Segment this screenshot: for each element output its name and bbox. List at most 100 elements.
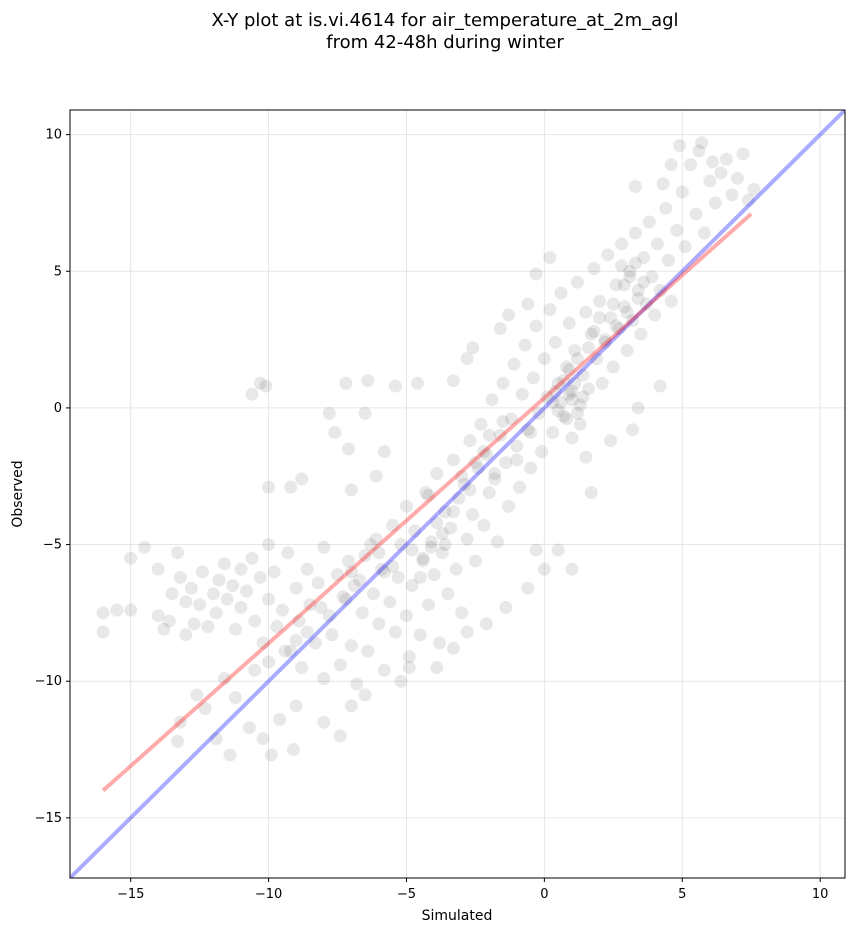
- data-point: [262, 538, 276, 552]
- data-point: [256, 732, 270, 746]
- data-point: [369, 469, 383, 483]
- data-point: [598, 333, 612, 347]
- data-point: [551, 376, 565, 390]
- data-point: [342, 554, 356, 568]
- data-point: [300, 562, 314, 576]
- data-point: [493, 428, 507, 442]
- data-point: [171, 734, 185, 748]
- data-point: [259, 379, 273, 393]
- data-point: [289, 581, 303, 595]
- data-point: [606, 297, 620, 311]
- data-point: [446, 374, 460, 388]
- x-tick-label: −10: [255, 887, 282, 902]
- data-point: [524, 426, 538, 440]
- data-point: [502, 499, 516, 513]
- data-point: [446, 505, 460, 519]
- data-point: [289, 699, 303, 713]
- data-point: [405, 579, 419, 593]
- data-point: [548, 335, 562, 349]
- data-point: [675, 185, 689, 199]
- data-point: [488, 472, 502, 486]
- data-point: [427, 568, 441, 582]
- x-axis: −15 −10 −5 0 5 10: [117, 878, 828, 902]
- data-point: [565, 562, 579, 576]
- data-point: [262, 592, 276, 606]
- data-point: [590, 352, 604, 366]
- data-point: [466, 341, 480, 355]
- data-point: [562, 363, 576, 377]
- data-point: [587, 262, 601, 276]
- data-point: [446, 453, 460, 467]
- data-point: [479, 447, 493, 461]
- data-point: [554, 395, 568, 409]
- data-point: [477, 518, 491, 532]
- plot-frame: [69, 109, 846, 879]
- data-point: [499, 456, 513, 470]
- data-point: [317, 715, 331, 729]
- data-point: [388, 379, 402, 393]
- data-point: [262, 655, 276, 669]
- data-point: [568, 344, 582, 358]
- data-point: [537, 352, 551, 366]
- data-point: [245, 551, 259, 565]
- data-point: [626, 313, 640, 327]
- data-point: [460, 625, 474, 639]
- data-point: [339, 592, 353, 606]
- data-point: [339, 376, 353, 390]
- data-point: [446, 641, 460, 655]
- data-point: [570, 406, 584, 420]
- data-point: [557, 409, 571, 423]
- data-point: [314, 600, 328, 614]
- data-point: [521, 423, 535, 437]
- data-point: [358, 406, 372, 420]
- data-point: [537, 562, 551, 576]
- data-point: [386, 518, 400, 532]
- data-point: [496, 376, 510, 390]
- data-point: [386, 559, 400, 573]
- data-point: [565, 393, 579, 407]
- data-point: [411, 376, 425, 390]
- data-point: [593, 294, 607, 308]
- x-tick-label: −15: [117, 887, 144, 902]
- data-point: [617, 278, 631, 292]
- data-point: [741, 193, 755, 207]
- data-point: [331, 568, 345, 582]
- data-point: [234, 562, 248, 576]
- data-point: [532, 406, 546, 420]
- data-point: [628, 226, 642, 240]
- data-point: [631, 292, 645, 306]
- x-tick-label: 10: [812, 887, 829, 902]
- data-point: [559, 360, 573, 374]
- data-point: [546, 395, 560, 409]
- data-point: [228, 622, 242, 636]
- y-tick-label: −5: [43, 538, 62, 553]
- data-point: [601, 248, 615, 262]
- data-point: [557, 374, 571, 388]
- data-point: [375, 562, 389, 576]
- data-point: [562, 387, 576, 401]
- data-point: [355, 606, 369, 620]
- data-point: [438, 505, 452, 519]
- data-point: [391, 570, 405, 584]
- data-point: [535, 445, 549, 459]
- data-point: [256, 636, 270, 650]
- data-point: [670, 223, 684, 237]
- data-point: [303, 598, 317, 612]
- data-point: [615, 237, 629, 251]
- data-point: [526, 371, 540, 385]
- data-point: [405, 543, 419, 557]
- data-point: [623, 270, 637, 284]
- data-point: [730, 171, 744, 185]
- data-point: [482, 428, 496, 442]
- data-point: [570, 352, 584, 366]
- data-point: [573, 398, 587, 412]
- y-tick-label: 5: [54, 264, 62, 279]
- data-point: [457, 477, 471, 491]
- data-point: [714, 166, 728, 180]
- data-point: [612, 322, 626, 336]
- data-point: [551, 543, 565, 557]
- data-point: [521, 581, 535, 595]
- data-point: [388, 625, 402, 639]
- data-point: [678, 240, 692, 254]
- data-point: [430, 467, 444, 481]
